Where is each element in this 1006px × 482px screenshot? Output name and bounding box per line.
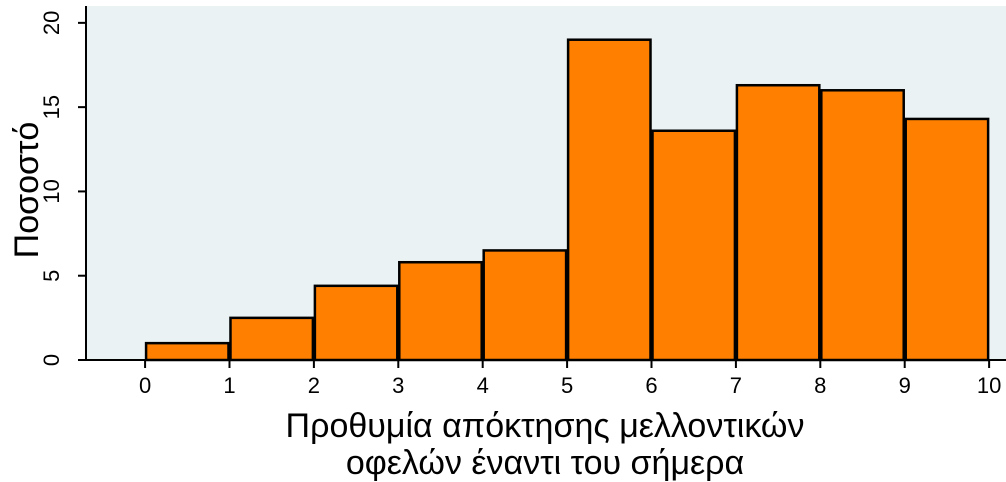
y-tick-label-3: 15 xyxy=(39,95,64,119)
y-tick-label-0: 0 xyxy=(39,354,64,366)
x-tick-label-10: 10 xyxy=(977,373,1001,398)
x-tick-label-2: 2 xyxy=(308,373,320,398)
y-tick-label-1: 5 xyxy=(39,270,64,282)
x-tick-label-9: 9 xyxy=(899,373,911,398)
histogram-bar-6 xyxy=(651,129,737,362)
y-tick-label-2: 10 xyxy=(39,179,64,203)
x-tick-label-6: 6 xyxy=(645,373,657,398)
histogram-bar-7 xyxy=(735,83,821,362)
histogram-bar-5 xyxy=(566,38,652,362)
x-ticks: 0 1 2 3 4 5 6 7 8 9 10 xyxy=(139,360,1001,398)
histogram-bar-8 xyxy=(820,89,905,362)
y-tick-label-4: 20 xyxy=(39,11,64,35)
x-tick-label-8: 8 xyxy=(814,373,826,398)
x-tick-label-7: 7 xyxy=(730,373,742,398)
histogram-bar-1 xyxy=(229,316,315,362)
histogram-bar-3 xyxy=(398,260,483,362)
x-tick-label-0: 0 xyxy=(139,373,151,398)
x-tick-label-4: 4 xyxy=(477,373,489,398)
x-axis-title-line2: οφελών έναντι του σήμερα xyxy=(346,444,744,482)
x-tick-label-5: 5 xyxy=(561,373,573,398)
x-tick-label-1: 1 xyxy=(223,373,235,398)
histogram-bar-4 xyxy=(482,249,568,362)
y-axis-title: Ποσοστό xyxy=(8,122,46,259)
y-ticks: 0 5 10 15 20 xyxy=(39,11,86,366)
histogram-bar-9 xyxy=(904,117,990,362)
x-axis-title-line1: Προθυμία απόκτησης μελλοντικών xyxy=(286,407,805,445)
histogram-bar-2 xyxy=(313,284,399,362)
histogram-bar-0 xyxy=(144,341,230,362)
x-tick-label-3: 3 xyxy=(392,373,404,398)
bars xyxy=(144,38,990,362)
